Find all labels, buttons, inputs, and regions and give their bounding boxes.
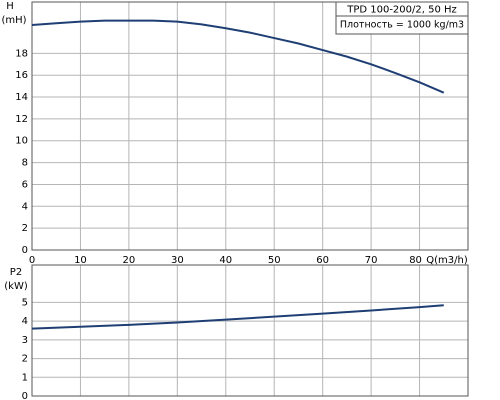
y-unit: (kW) [4, 281, 28, 292]
x-tick-label: 30 [171, 255, 184, 266]
x-tick-label: 50 [268, 255, 281, 266]
x-tick-label: 0 [29, 255, 35, 266]
x-tick-label: 20 [123, 255, 136, 266]
y-tick-label: 2 [22, 354, 28, 365]
y-tick-label: 3 [22, 335, 28, 346]
y-tick-label: 4 [22, 201, 28, 212]
x-label: Q(m3/h) [426, 255, 468, 266]
chart-title: TPD 100-200/2, 50 Hz [346, 5, 457, 16]
y-tick-label: 4 [22, 316, 28, 327]
x-tick-label: 60 [316, 255, 329, 266]
y-tick-label: 5 [22, 297, 28, 308]
y-tick-label: 1 [22, 372, 28, 383]
plot-frame [31, 1, 469, 251]
x-tick-label: 10 [74, 255, 87, 266]
y-tick-label: 12 [15, 114, 28, 125]
y-tick-label: 6 [22, 179, 28, 190]
x-tick-label: 70 [365, 255, 378, 266]
info-box [335, 15, 469, 35]
y-tick-label: 8 [22, 158, 28, 169]
y-unit: (mH) [1, 15, 26, 26]
plot-frame [31, 264, 469, 397]
x-tick-label: 80 [409, 255, 422, 266]
data-line [31, 19, 445, 94]
y-tick-label: 14 [15, 92, 28, 103]
chart-subtitle: Плотность = 1000 kg/m3 [340, 20, 464, 31]
y-label: P2 [10, 267, 22, 278]
y-tick-label: 0 [22, 391, 28, 400]
y-tick-label: 10 [15, 136, 28, 147]
y-tick-label: 18 [15, 48, 28, 59]
data-line [31, 304, 444, 330]
x-tick-label: 40 [219, 255, 232, 266]
y-label: H [6, 1, 14, 12]
y-tick-label: 0 [22, 245, 28, 256]
y-tick-label: 2 [22, 223, 28, 234]
y-tick-label: 16 [15, 70, 28, 81]
